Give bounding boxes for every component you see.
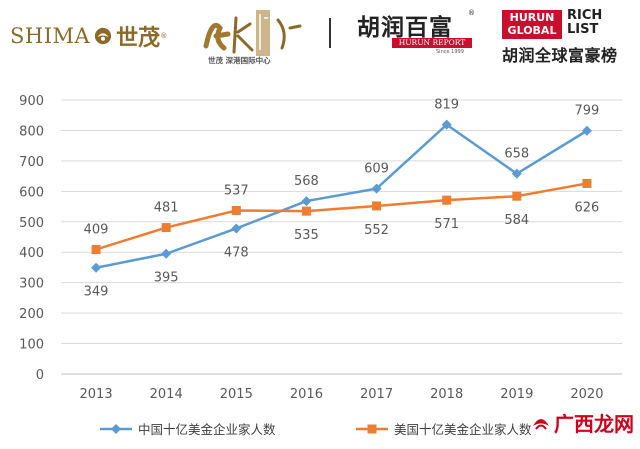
data-point-marker — [582, 178, 592, 188]
legend-marker — [111, 424, 121, 434]
data-label: 609 — [364, 162, 389, 177]
hurun-report-logo-cn: 胡润百富 — [357, 14, 453, 41]
series-line — [95, 123, 588, 269]
data-point-marker — [301, 196, 312, 207]
data-point-marker — [231, 223, 242, 234]
data-point-marker — [441, 119, 452, 130]
data-label: 537 — [224, 184, 249, 199]
data-point-marker — [161, 223, 171, 233]
y-tick-label: 100 — [19, 338, 44, 353]
data-label: 799 — [575, 104, 600, 119]
y-tick-label: 0 — [36, 368, 44, 383]
series-line — [95, 182, 588, 251]
data-point-marker — [231, 206, 241, 216]
y-tick-label: 800 — [19, 124, 44, 139]
watermark: 广西龙网 — [530, 408, 634, 437]
data-label: 552 — [364, 223, 389, 238]
y-tick-label: 900 — [19, 94, 44, 109]
x-tick-label: 2019 — [500, 387, 533, 402]
data-label-layer: 349 395 478 568 609 819 658 799 409 481 537 535 552 5… — [84, 98, 600, 300]
data-label: 481 — [154, 201, 179, 216]
data-label: 658 — [504, 147, 529, 162]
rich-list-logo: RICH LIST — [567, 9, 602, 37]
data-label: 395 — [154, 271, 179, 286]
data-label: 478 — [224, 245, 249, 260]
hurun-global-line2: GLOBAL — [507, 24, 557, 37]
shimao-logo: SHIMA 世茂 ® — [10, 20, 167, 52]
hurun-rich-list-cn: 胡润全球富豪榜 — [502, 46, 618, 65]
watermark-logo-icon — [533, 418, 549, 430]
rich-list-line1: RICH — [567, 8, 603, 23]
hurun-report-since: Since 1999 — [436, 49, 464, 55]
data-label: 535 — [294, 228, 319, 243]
legend-label: 中国十亿美金企业家人数 — [138, 422, 276, 437]
data-point-marker — [371, 183, 382, 194]
hurun-report-logo-bar: HURUN REPORT — [392, 38, 472, 48]
calligraphy-logo-caption: 世茂 深港国际中心 — [208, 56, 271, 65]
data-point-marker — [511, 168, 522, 179]
registered-mark-icon: ® — [160, 32, 168, 40]
legend: 中国十亿美金企业家人数 美国十亿美金企业家人数 — [100, 422, 532, 437]
shimao-emblem-icon — [95, 27, 112, 45]
legend-label: 美国十亿美金企业家人数 — [394, 422, 532, 437]
shimao-logo-cn: 世茂 — [116, 25, 161, 51]
data-point-marker — [442, 195, 452, 205]
header-banner: SHIMA 世茂 ® 世茂 深港国际中心 胡润百富 ® HURUN REPORT… — [0, 0, 640, 78]
data-point-marker — [161, 248, 172, 259]
x-axis-ticks: 2013 2014 2015 2016 2017 2018 2019 2020 — [80, 387, 604, 402]
hurun-global-logo-box: HURUN GLOBAL — [502, 10, 562, 39]
watermark-text: 广西龙网 — [554, 412, 634, 436]
logo-divider — [329, 18, 331, 48]
x-tick-label: 2017 — [360, 387, 393, 402]
y-axis-ticks: 0 100 200 300 400 500 600 700 800 900 — [19, 94, 44, 383]
y-tick-label: 600 — [19, 185, 44, 200]
data-point-marker — [91, 244, 101, 254]
data-label: 349 — [84, 285, 109, 300]
x-tick-label: 2016 — [290, 387, 323, 402]
y-tick-label: 400 — [19, 246, 44, 261]
y-tick-label: 500 — [19, 216, 44, 231]
series-layer — [91, 119, 592, 273]
x-tick-label: 2018 — [430, 387, 463, 402]
data-label: 571 — [434, 217, 459, 232]
hurun-global-line1: HURUN — [509, 11, 555, 24]
data-point-marker — [91, 262, 102, 273]
data-label: 626 — [575, 200, 600, 215]
registered-mark-icon: ® — [468, 9, 475, 17]
data-point-marker — [372, 201, 382, 211]
data-point-marker — [512, 191, 522, 201]
legend-marker — [367, 424, 377, 434]
y-tick-label: 200 — [19, 307, 44, 322]
x-tick-label: 2014 — [150, 387, 183, 402]
data-label: 584 — [504, 213, 529, 228]
y-tick-label: 300 — [19, 277, 44, 292]
y-tick-label: 700 — [19, 155, 44, 170]
x-tick-label: 2013 — [80, 387, 113, 402]
data-label: 568 — [294, 174, 319, 189]
shimao-logo-text: SHIMA — [10, 24, 91, 48]
data-point-marker — [581, 125, 592, 136]
x-tick-label: 2020 — [570, 387, 603, 402]
rich-list-line2: LIST — [567, 22, 599, 37]
data-label: 409 — [84, 222, 109, 237]
x-tick-label: 2015 — [220, 387, 253, 402]
grid-layer — [61, 99, 622, 375]
data-label: 819 — [434, 98, 459, 113]
data-point-marker — [301, 206, 311, 216]
calligraphy-logo — [203, 10, 302, 56]
